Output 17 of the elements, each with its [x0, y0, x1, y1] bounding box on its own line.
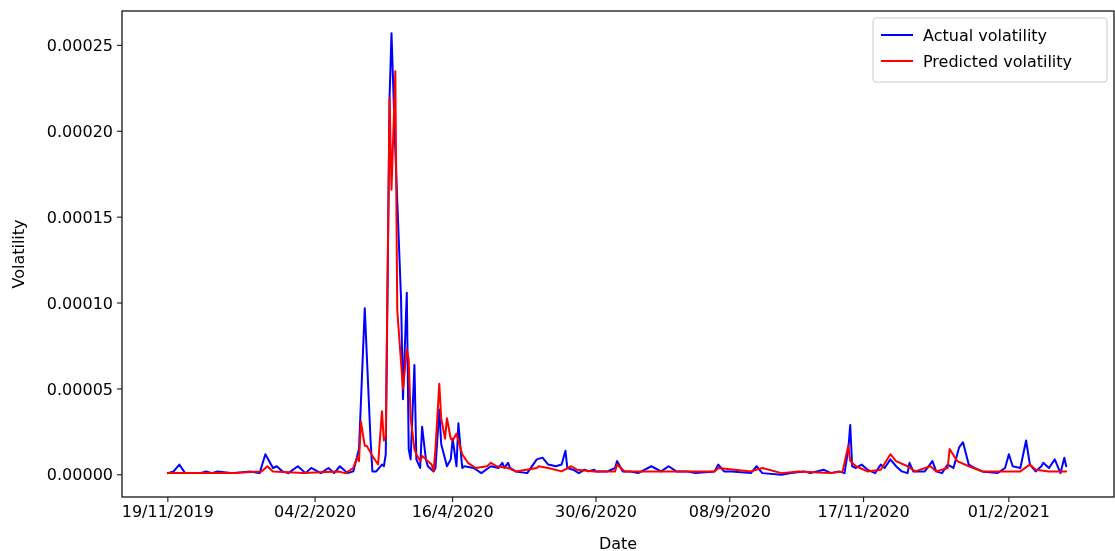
x-axis-title: Date — [598, 534, 638, 551]
y-tick-label: 0.00020 — [46, 121, 113, 141]
x-tick-label: 16/4/2020 — [411, 502, 494, 521]
x-tick-label: 17/11/2020 — [817, 502, 910, 521]
x-tick-label: 08/9/2020 — [688, 502, 771, 521]
x-tick-label: 01/2/2021 — [967, 502, 1050, 521]
y-tick-label: 0.00005 — [46, 379, 113, 399]
y-axis-title: Volatility — [9, 219, 28, 289]
y-tick-label: 0.00025 — [46, 35, 113, 55]
y-tick-label: 0.00010 — [46, 293, 113, 313]
legend-label: Actual volatility — [923, 25, 1048, 45]
y-tick-label: 0.00015 — [46, 207, 113, 227]
y-tick-label: 0.00000 — [46, 465, 113, 485]
x-tick-label: 30/6/2020 — [555, 502, 638, 521]
x-tick-label: 19/11/2019 — [121, 502, 214, 521]
legend-label: Predicted volatility — [923, 51, 1073, 71]
x-tick-label: 04/2/2020 — [274, 502, 357, 521]
